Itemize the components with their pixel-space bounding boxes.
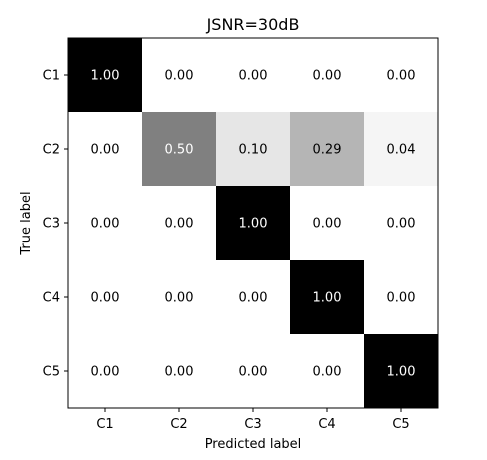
- heatmap-cell-r1-c2: [142, 38, 216, 112]
- y-axis-label: True label: [19, 191, 34, 255]
- y-tick-label-3: C3: [43, 217, 60, 232]
- cell-value-label-r1-c4: 0.00: [313, 69, 342, 84]
- cell-value-label-r3-c2: 0.00: [165, 217, 194, 232]
- heatmap-cells: 1.00 0.00 0.00 0.00 0.00 0.00 0.50 0.10 0.29 0.04…: [68, 38, 438, 408]
- cell-value-label-r2-c2: 0.50: [165, 143, 194, 158]
- cell-value-label-r2-c3: 0.10: [239, 143, 268, 158]
- y-tick-label-4: C4: [43, 291, 60, 306]
- cell-value-label-r3-c4: 0.00: [313, 217, 342, 232]
- cell-value-label-r2-c4: 0.29: [313, 143, 342, 158]
- heatmap-cell-r4-c4: [290, 260, 364, 334]
- heatmap-cell-r1-c5: [364, 38, 438, 112]
- cell-value-label-r3-c5: 0.00: [387, 217, 416, 232]
- cell-value-label-r1-c1: 1.00: [91, 69, 120, 84]
- y-tick-label-2: C2: [43, 143, 60, 158]
- cell-value-label-r5-c2: 0.00: [165, 365, 194, 380]
- cell-value-label-r1-c3: 0.00: [239, 69, 268, 84]
- heatmap-cell-r3-c5: [364, 186, 438, 260]
- heatmap-cell-r5-c5: [364, 334, 438, 408]
- y-tick-label-5: C5: [43, 365, 60, 380]
- x-tick-label-1: C1: [96, 417, 113, 432]
- heatmap-cell-r5-c4: [290, 334, 364, 408]
- cell-value-label-r4-c1: 0.00: [91, 291, 120, 306]
- heatmap-cell-r2-c3: [216, 112, 290, 186]
- heatmap-cell-r1-c3: [216, 38, 290, 112]
- heatmap-cell-r3-c3: [216, 186, 290, 260]
- y-tick-label-1: C1: [43, 69, 60, 84]
- cell-value-label-r1-c2: 0.00: [165, 69, 194, 84]
- heatmap-cell-r3-c2: [142, 186, 216, 260]
- heatmap-cell-r4-c3: [216, 260, 290, 334]
- heatmap-cell-r4-c2: [142, 260, 216, 334]
- heatmap-cell-r2-c4: [290, 112, 364, 186]
- cell-value-label-r5-c5: 1.00: [387, 365, 416, 380]
- cell-value-label-r5-c4: 0.00: [313, 365, 342, 380]
- cell-value-label-r4-c3: 0.00: [239, 291, 268, 306]
- axis-ticks: C1 C2 C3 C4 C5 C1 C2 C3 C4 C5: [43, 69, 410, 433]
- heatmap-cell-r2-c1: [68, 112, 142, 186]
- cell-value-label-r5-c3: 0.00: [239, 365, 268, 380]
- cell-value-label-r4-c4: 1.00: [313, 291, 342, 306]
- heatmap-cell-r2-c5: [364, 112, 438, 186]
- heatmap-cell-r5-c2: [142, 334, 216, 408]
- x-tick-label-4: C4: [318, 417, 335, 432]
- cell-value-label-r4-c5: 0.00: [387, 291, 416, 306]
- heatmap-cell-r1-c4: [290, 38, 364, 112]
- heatmap-cell-r1-c1: [68, 38, 142, 112]
- heatmap-cell-r3-c4: [290, 186, 364, 260]
- heatmap-cell-r2-c2: [142, 112, 216, 186]
- x-axis-label: Predicted label: [205, 437, 302, 452]
- cell-value-label-r4-c2: 0.00: [165, 291, 194, 306]
- heatmap-cell-r4-c5: [364, 260, 438, 334]
- cell-value-label-r3-c1: 0.00: [91, 217, 120, 232]
- x-tick-label-3: C3: [244, 417, 261, 432]
- chart-title: JSNR=30dB: [206, 15, 300, 34]
- cell-value-label-r2-c5: 0.04: [387, 143, 416, 158]
- cell-value-label-r2-c1: 0.00: [91, 143, 120, 158]
- heatmap-cell-r5-c1: [68, 334, 142, 408]
- heatmap-cell-r4-c1: [68, 260, 142, 334]
- heatmap-cell-r3-c1: [68, 186, 142, 260]
- heatmap-cell-r5-c3: [216, 334, 290, 408]
- cell-value-label-r5-c1: 0.00: [91, 365, 120, 380]
- x-tick-label-2: C2: [170, 417, 187, 432]
- x-tick-label-5: C5: [392, 417, 409, 432]
- cell-value-label-r1-c5: 0.00: [387, 69, 416, 84]
- cell-value-label-r3-c3: 1.00: [239, 217, 268, 232]
